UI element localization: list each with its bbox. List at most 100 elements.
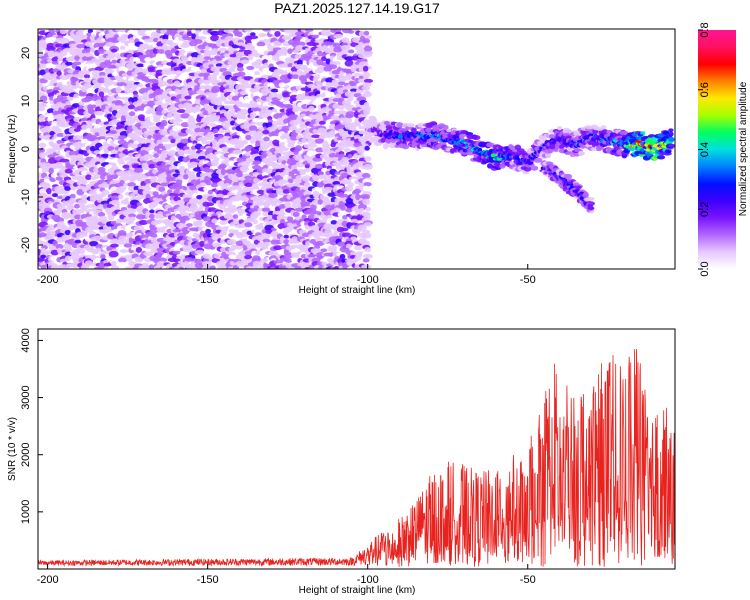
heatmap-cell [139,124,150,130]
heatmap-cell [323,224,333,231]
heatmap-cell [135,246,143,253]
heatmap-cell [85,63,95,68]
heatmap-cell [363,51,373,58]
heatmap-cell [53,86,59,92]
heatmap-cell [68,204,76,209]
heatmap-cell [348,49,355,54]
heatmap-cell [69,193,76,199]
heatmap-cell [47,36,56,42]
heatmap-cell [268,192,278,199]
heatmap-cell [60,235,67,243]
heatmap-cell [55,176,63,181]
heatmap-cell [363,30,370,36]
heatmap-cell [47,154,56,159]
heatmap-cell [90,254,97,261]
heatmap-cell [263,136,270,142]
heatmap-cell [186,223,193,227]
heatmap-cell [196,117,202,123]
heatmap-cell [330,142,337,148]
heatmap-cell [38,257,45,263]
heatmap-cell [130,84,139,90]
heatmap-cell [340,227,349,232]
heatmap-cell [64,168,73,174]
heatmap-cell [363,222,372,227]
heatmap-cell [136,99,143,104]
heatmap-cell [240,195,248,202]
heatmap-cell [190,66,201,72]
heatmap-cell [123,101,131,105]
heatmap-cell [362,185,370,192]
heatmap-cell [240,59,250,65]
heatmap-cell [101,189,110,196]
heatmap-cell [170,215,177,221]
heatmap-cell [56,132,65,138]
heatmap-cell [345,243,352,249]
heatmap-cell [46,187,52,195]
heatmap-cell [74,214,82,220]
heatmap-cell [248,35,259,40]
heatmap-cell [52,145,59,151]
heatmap-cell [600,125,607,130]
heatmap-cell [44,67,51,74]
heatmap-cell [533,157,543,163]
heatmap-cell [73,128,81,133]
heatmap-cell [119,36,126,44]
heatmap-cell [337,146,345,151]
heatmap-cell [228,247,236,252]
heatmap-cell [343,148,351,153]
heatmap-cell [246,65,255,70]
heatmap-cell [98,212,106,218]
heatmap-cell [239,108,249,116]
heatmap-cell [85,174,92,181]
heatmap-cell [110,48,118,53]
heatmap-cell [83,74,91,79]
heatmap-cell [210,88,220,94]
heatmap-cell [105,41,116,47]
chart-title: PAZ1.2025.127.14.19.G17 [274,0,440,16]
heatmap-cell [305,241,311,247]
heatmap-cell [252,219,258,225]
heatmap-cell [273,69,281,76]
heatmap-cell [143,153,154,159]
heatmap-cell [38,152,46,159]
heatmap-cell [97,264,106,269]
heatmap-cell [291,203,298,209]
heatmap-cell [287,48,293,54]
heatmap-cell [284,258,293,263]
heatmap-cell [64,255,72,262]
heatmap-cell [78,101,85,107]
heatmap-cell [84,41,93,47]
heatmap-cell [262,67,270,74]
heatmap-cell [115,218,122,225]
heatmap-cell [169,156,176,163]
heatmap-cell [235,172,244,178]
heatmap-cell [122,164,132,169]
heatmap-cell [38,102,49,108]
heatmap-cell [363,78,374,83]
heatmap-cell [47,51,55,58]
heatmap-cell [362,65,369,72]
heatmap-cell [110,243,119,248]
heatmap-cell [340,205,346,211]
heatmap-cell [97,166,106,173]
heatmap-cell [100,254,106,260]
heatmap-cell [110,116,118,120]
heatmap-cell [89,240,99,247]
heatmap-cell [118,193,124,200]
heatmap-cell [103,45,109,50]
heatmap-cell [127,182,136,187]
heatmap-cell [499,163,506,169]
heatmap-cell [307,143,318,148]
heatmap-cell [84,52,94,58]
heatmap-cell [64,61,73,66]
heatmap-cell [89,160,97,165]
heatmap-cell [548,134,555,139]
heatmap-cell [180,43,190,48]
heatmap-cell [81,124,89,130]
heatmap-cell [107,85,114,90]
heatmap-cell [74,203,81,209]
heatmap-cell [244,175,253,180]
heatmap-cell [332,61,341,65]
heatmap-cell [127,207,137,214]
